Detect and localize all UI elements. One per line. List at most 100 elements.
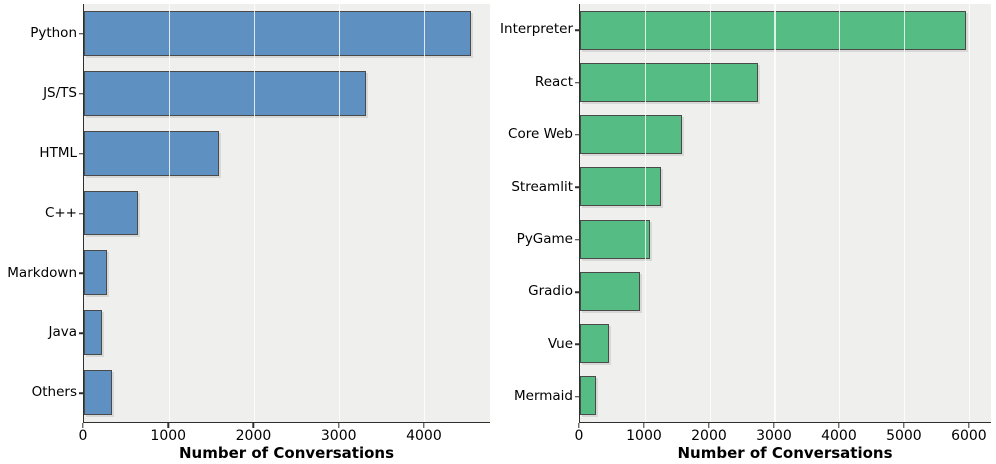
plot-row: Interpreter React Core Web Streamlit PyGame G… bbox=[496, 4, 991, 423]
bar bbox=[84, 71, 367, 116]
bar bbox=[580, 167, 662, 207]
category-label: Python bbox=[30, 25, 77, 42]
plot-area bbox=[579, 4, 991, 423]
x-tick-mark bbox=[968, 423, 970, 428]
bar-band bbox=[84, 123, 490, 183]
category-label: C++ bbox=[44, 204, 77, 221]
x-tick-mark bbox=[338, 423, 340, 428]
x-tick-mark bbox=[167, 423, 169, 428]
x-tick-mark bbox=[708, 423, 710, 428]
category-row: Core Web bbox=[496, 109, 579, 161]
x-tick-label: 3000 bbox=[756, 428, 792, 444]
x-axis: 0 1000 2000 3000 4000 5000 6000 Number of Conve… bbox=[575, 423, 991, 464]
x-tick-label: 0 bbox=[78, 428, 88, 444]
y-tick-mark bbox=[575, 81, 579, 84]
category-row: PyGame bbox=[496, 214, 579, 266]
bar-band bbox=[580, 370, 991, 422]
y-tick-mark bbox=[79, 272, 83, 275]
category-row: Markdown bbox=[0, 243, 83, 303]
bar-band bbox=[84, 303, 490, 363]
x-axis-label: Number of Conversations bbox=[677, 444, 893, 462]
bar bbox=[84, 250, 107, 296]
bar-band bbox=[580, 318, 991, 370]
x-tick-label: 5000 bbox=[886, 428, 922, 444]
bar-band bbox=[580, 213, 991, 265]
x-tick-mark bbox=[423, 423, 425, 428]
category-row: Interpreter bbox=[496, 4, 579, 56]
x-tick-label: 2000 bbox=[691, 428, 727, 444]
x-tick-label: 6000 bbox=[951, 428, 987, 444]
y-tick-mark bbox=[575, 238, 579, 241]
category-row: Mermaid bbox=[496, 371, 579, 423]
plot-row: Python JS/TS HTML C++ Markdown Java Others bbox=[0, 4, 490, 423]
y-tick-mark bbox=[79, 33, 83, 35]
bar-band bbox=[84, 64, 490, 124]
category-label: HTML bbox=[39, 144, 77, 161]
category-row: Vue bbox=[496, 318, 579, 370]
bar-band bbox=[580, 4, 991, 56]
bar bbox=[580, 324, 610, 364]
x-tick-mark bbox=[773, 423, 775, 428]
x-tick-label: 3000 bbox=[320, 428, 357, 444]
category-label: PyGame bbox=[516, 230, 573, 247]
category-label: Vue bbox=[547, 335, 573, 352]
x-tick-mark bbox=[578, 423, 580, 428]
y-tick-mark bbox=[79, 152, 83, 155]
x-tick-mark bbox=[838, 423, 840, 428]
category-label: Streamlit bbox=[511, 178, 573, 195]
x-tick-label: 1000 bbox=[150, 428, 187, 444]
bar bbox=[580, 271, 640, 311]
bar-band bbox=[580, 56, 991, 108]
bar bbox=[84, 190, 139, 236]
category-label: Others bbox=[31, 384, 77, 401]
category-label: Gradio bbox=[528, 283, 573, 300]
bar bbox=[580, 62, 759, 102]
bar bbox=[84, 310, 102, 355]
bar-band bbox=[580, 265, 991, 317]
category-gutter: Python JS/TS HTML C++ Markdown Java Others bbox=[0, 4, 83, 423]
y-tick-mark bbox=[575, 343, 579, 346]
x-tick-label: 2000 bbox=[235, 428, 272, 444]
frameworks-bar-chart: Interpreter React Core Web Streamlit PyGame G… bbox=[496, 4, 991, 464]
category-row: Gradio bbox=[496, 266, 579, 318]
bar bbox=[84, 11, 471, 57]
languages-bar-chart: Python JS/TS HTML C++ Markdown Java Others 0 100… bbox=[0, 4, 490, 464]
category-label: JS/TS bbox=[43, 85, 77, 102]
category-row: React bbox=[496, 56, 579, 108]
category-row: Streamlit bbox=[496, 161, 579, 213]
y-tick-mark bbox=[575, 291, 579, 293]
category-row: Python bbox=[0, 4, 83, 64]
bar bbox=[580, 10, 966, 50]
category-label: Markdown bbox=[7, 264, 77, 281]
bar bbox=[580, 376, 597, 416]
category-row: Others bbox=[0, 363, 83, 423]
bar bbox=[580, 115, 683, 155]
x-tick-label: 0 bbox=[574, 428, 584, 444]
bar-band bbox=[84, 4, 490, 64]
x-axis-label: Number of Conversations bbox=[178, 444, 395, 462]
y-tick-mark bbox=[575, 29, 579, 31]
y-tick-mark bbox=[79, 392, 83, 394]
x-axis: 0 1000 2000 3000 4000 Number of Conversations bbox=[79, 423, 490, 464]
bar-band bbox=[84, 243, 490, 303]
bar bbox=[580, 219, 650, 259]
y-tick-mark bbox=[575, 186, 579, 189]
bar-band bbox=[580, 109, 991, 161]
category-label: React bbox=[534, 73, 573, 90]
x-tick-mark bbox=[643, 423, 645, 428]
category-label: Interpreter bbox=[500, 21, 573, 38]
x-tick-label: 4000 bbox=[406, 428, 442, 444]
bar-band bbox=[84, 183, 490, 243]
category-label: Mermaid bbox=[513, 388, 573, 405]
bar-band bbox=[84, 362, 490, 422]
bar bbox=[84, 369, 112, 415]
y-tick-mark bbox=[79, 212, 83, 215]
category-label: Java bbox=[48, 324, 77, 341]
plot-area bbox=[83, 4, 490, 423]
bar bbox=[84, 130, 220, 176]
bar-band bbox=[580, 161, 991, 213]
x-tick-mark bbox=[82, 423, 84, 428]
x-tick-label: 1000 bbox=[626, 428, 662, 444]
y-tick-mark bbox=[79, 93, 83, 95]
